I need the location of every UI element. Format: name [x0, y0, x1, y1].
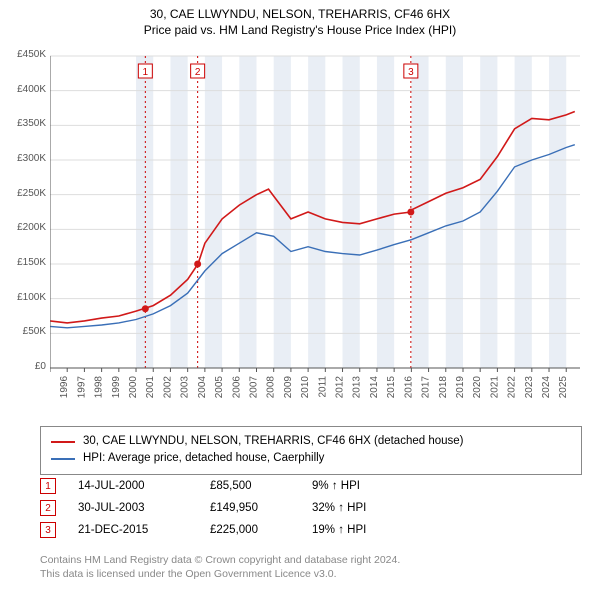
svg-text:2023: 2023 [524, 376, 535, 399]
y-tick-label: £450K [0, 49, 46, 60]
title-line2: Price paid vs. HM Land Registry's House … [0, 22, 600, 38]
svg-text:2009: 2009 [283, 376, 294, 399]
svg-text:2001: 2001 [145, 376, 156, 399]
svg-text:2004: 2004 [197, 376, 208, 399]
event-row-1: 1 14-JUL-2000 £85,500 9% ↑ HPI [40, 478, 560, 494]
attribution-line1: Contains HM Land Registry data © Crown c… [40, 554, 560, 568]
svg-text:2000: 2000 [128, 376, 139, 399]
event-row-3: 3 21-DEC-2015 £225,000 19% ↑ HPI [40, 522, 560, 538]
svg-text:2016: 2016 [403, 376, 414, 399]
event-diff-3: 19% ↑ HPI [312, 524, 402, 536]
svg-text:2005: 2005 [214, 376, 225, 399]
event-price-3: £225,000 [210, 524, 290, 536]
y-tick-label: £150K [0, 257, 46, 268]
svg-text:1996: 1996 [59, 376, 70, 399]
event-diff-2: 32% ↑ HPI [312, 502, 402, 514]
y-tick-label: £0 [0, 361, 46, 372]
event-diff-1: 9% ↑ HPI [312, 480, 402, 492]
svg-text:2011: 2011 [317, 376, 328, 398]
y-tick-label: £100K [0, 292, 46, 303]
attribution-line2: This data is licensed under the Open Gov… [40, 568, 560, 582]
event-marker-2: 2 [40, 500, 56, 516]
legend-label-hpi: HPI: Average price, detached house, Caer… [83, 450, 324, 467]
y-tick-label: £250K [0, 188, 46, 199]
page: 30, CAE LLWYNDU, NELSON, TREHARRIS, CF46… [0, 0, 600, 590]
svg-text:2025: 2025 [558, 376, 569, 399]
legend: 30, CAE LLWYNDU, NELSON, TREHARRIS, CF46… [40, 426, 582, 475]
svg-text:2: 2 [195, 67, 201, 78]
event-marker-3: 3 [40, 522, 56, 538]
y-tick-label: £50K [0, 326, 46, 337]
event-row-2: 2 30-JUL-2003 £149,950 32% ↑ HPI [40, 500, 560, 516]
events-table: 1 14-JUL-2000 £85,500 9% ↑ HPI 2 30-JUL-… [40, 472, 560, 544]
event-marker-1: 1 [40, 478, 56, 494]
svg-text:2021: 2021 [489, 376, 500, 399]
svg-text:2024: 2024 [541, 376, 552, 399]
price-chart: 1 2 3 1995 1996 1997 1998 1999 2000 2001 2002 2003 2… [50, 48, 580, 410]
y-tick-label: £300K [0, 153, 46, 164]
y-tick-label: £350K [0, 118, 46, 129]
chart-svg: 1 2 3 1995 1996 1997 1998 1999 2000 2001 2002 2003 2… [50, 48, 580, 410]
svg-text:2006: 2006 [231, 376, 242, 399]
svg-text:2008: 2008 [266, 376, 277, 399]
svg-text:2019: 2019 [455, 376, 466, 399]
event-date-3: 21-DEC-2015 [78, 524, 188, 536]
svg-text:2022: 2022 [507, 376, 518, 399]
title-line1: 30, CAE LLWYNDU, NELSON, TREHARRIS, CF46… [0, 6, 600, 22]
event-date-1: 14-JUL-2000 [78, 480, 188, 492]
legend-swatch-property [51, 441, 75, 443]
svg-text:3: 3 [408, 67, 414, 78]
svg-text:2020: 2020 [472, 376, 483, 399]
svg-text:2018: 2018 [438, 376, 449, 399]
legend-row-1: HPI: Average price, detached house, Caer… [51, 450, 571, 467]
svg-text:2007: 2007 [248, 376, 259, 399]
svg-text:2002: 2002 [162, 376, 173, 399]
svg-text:1995: 1995 [50, 376, 53, 399]
event-price-1: £85,500 [210, 480, 290, 492]
svg-text:2012: 2012 [335, 376, 346, 399]
svg-text:2015: 2015 [386, 376, 397, 399]
svg-text:2003: 2003 [180, 376, 191, 399]
legend-row-0: 30, CAE LLWYNDU, NELSON, TREHARRIS, CF46… [51, 433, 571, 450]
legend-label-property: 30, CAE LLWYNDU, NELSON, TREHARRIS, CF46… [83, 433, 464, 450]
svg-text:1999: 1999 [111, 376, 122, 399]
legend-swatch-hpi [51, 458, 75, 460]
svg-text:2013: 2013 [352, 376, 363, 399]
svg-text:2014: 2014 [369, 376, 380, 399]
svg-text:1998: 1998 [94, 376, 105, 399]
title-block: 30, CAE LLWYNDU, NELSON, TREHARRIS, CF46… [0, 0, 600, 38]
event-date-2: 30-JUL-2003 [78, 502, 188, 514]
y-tick-label: £200K [0, 222, 46, 233]
attribution: Contains HM Land Registry data © Crown c… [40, 554, 560, 581]
svg-text:1: 1 [143, 67, 149, 78]
y-tick-label: £400K [0, 84, 46, 95]
svg-text:2010: 2010 [300, 376, 311, 399]
svg-text:2017: 2017 [421, 376, 432, 399]
event-price-2: £149,950 [210, 502, 290, 514]
svg-text:1997: 1997 [76, 376, 87, 399]
